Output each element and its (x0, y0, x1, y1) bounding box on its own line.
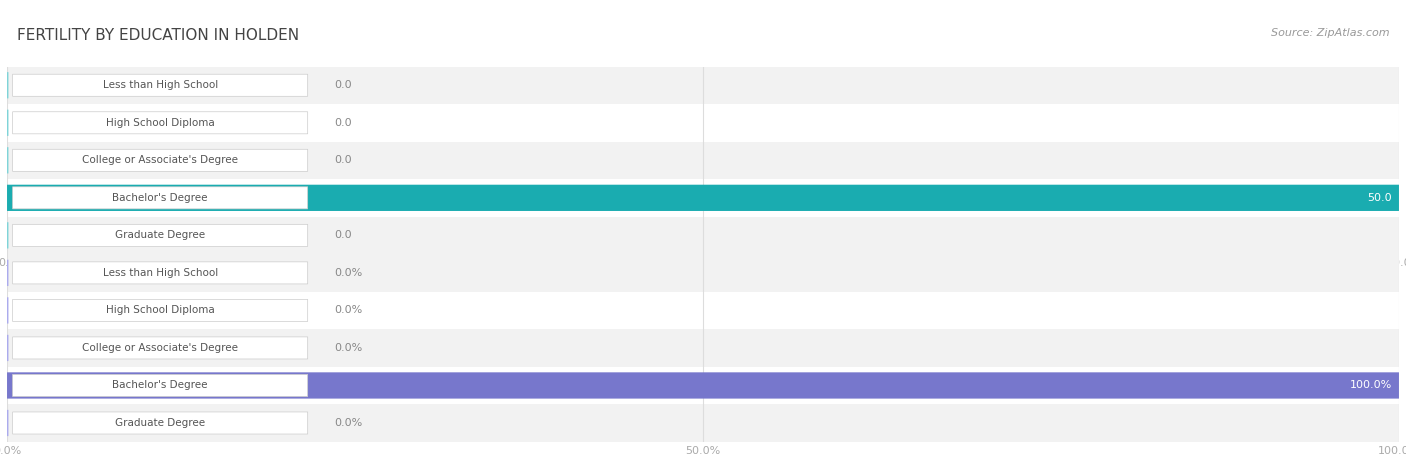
Text: 0.0: 0.0 (335, 80, 352, 90)
FancyBboxPatch shape (13, 74, 308, 96)
Bar (7, 217, 1399, 254)
Text: High School Diploma: High School Diploma (105, 118, 215, 128)
Bar (7, 254, 1399, 292)
Text: 0.0: 0.0 (335, 118, 352, 128)
FancyBboxPatch shape (13, 337, 308, 359)
Bar (7, 179, 1399, 217)
Text: 100.0%: 100.0% (1350, 380, 1392, 390)
Text: Graduate Degree: Graduate Degree (115, 230, 205, 240)
FancyBboxPatch shape (13, 224, 308, 247)
Text: Source: ZipAtlas.com: Source: ZipAtlas.com (1271, 28, 1389, 38)
Text: Less than High School: Less than High School (103, 268, 218, 278)
Bar (7, 404, 1399, 442)
Bar (7, 66, 1399, 104)
Bar (7, 104, 1399, 142)
Text: College or Associate's Degree: College or Associate's Degree (82, 343, 238, 353)
Bar (7, 142, 1399, 179)
Bar (7, 329, 1399, 367)
Text: 0.0: 0.0 (335, 155, 352, 165)
Text: Graduate Degree: Graduate Degree (115, 418, 205, 428)
FancyBboxPatch shape (13, 112, 308, 134)
Text: Less than High School: Less than High School (103, 80, 218, 90)
Text: College or Associate's Degree: College or Associate's Degree (82, 155, 238, 165)
Text: FERTILITY BY EDUCATION IN HOLDEN: FERTILITY BY EDUCATION IN HOLDEN (17, 28, 299, 44)
FancyBboxPatch shape (13, 149, 308, 171)
FancyBboxPatch shape (13, 412, 308, 434)
Text: 0.0%: 0.0% (335, 418, 363, 428)
FancyBboxPatch shape (13, 374, 308, 397)
Text: 0.0%: 0.0% (335, 268, 363, 278)
Bar (7, 292, 1399, 329)
Text: 0.0%: 0.0% (335, 305, 363, 315)
FancyBboxPatch shape (13, 299, 308, 322)
Text: High School Diploma: High School Diploma (105, 305, 215, 315)
Text: Bachelor's Degree: Bachelor's Degree (112, 380, 208, 390)
FancyBboxPatch shape (7, 372, 1399, 399)
Text: 0.0: 0.0 (335, 230, 352, 240)
Text: Bachelor's Degree: Bachelor's Degree (112, 193, 208, 203)
Bar (7, 367, 1399, 404)
Text: 0.0%: 0.0% (335, 343, 363, 353)
FancyBboxPatch shape (7, 185, 1399, 211)
FancyBboxPatch shape (13, 187, 308, 209)
FancyBboxPatch shape (13, 262, 308, 284)
Text: 50.0: 50.0 (1368, 193, 1392, 203)
